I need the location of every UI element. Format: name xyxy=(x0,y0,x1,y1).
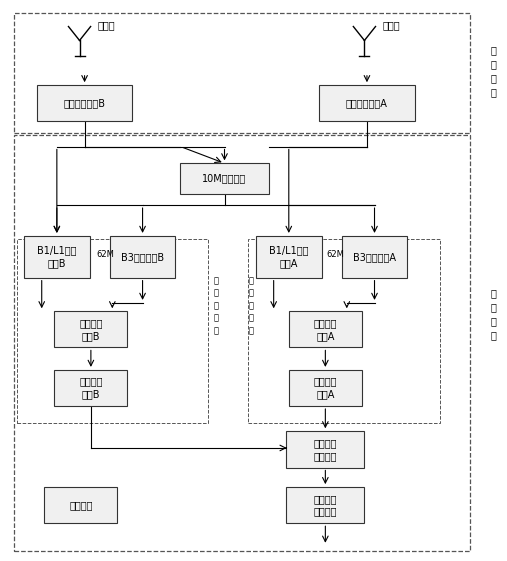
FancyBboxPatch shape xyxy=(37,85,132,121)
Text: 副
处
理
单
元: 副 处 理 单 元 xyxy=(213,276,218,335)
FancyBboxPatch shape xyxy=(286,431,365,467)
Text: 主
机
单
元: 主 机 单 元 xyxy=(490,288,496,340)
FancyBboxPatch shape xyxy=(342,236,407,278)
FancyBboxPatch shape xyxy=(286,487,365,523)
Text: 差分定向
解算模块: 差分定向 解算模块 xyxy=(314,494,337,517)
Text: 基带处理
模块B: 基带处理 模块B xyxy=(79,318,102,341)
Text: 低噪声放大器A: 低噪声放大器A xyxy=(346,98,388,108)
Text: 电源模块: 电源模块 xyxy=(69,500,93,510)
Text: B1/L1射频
模块B: B1/L1射频 模块B xyxy=(37,245,77,268)
FancyBboxPatch shape xyxy=(180,163,269,194)
FancyBboxPatch shape xyxy=(24,236,90,278)
Text: 主
处
理
单
元: 主 处 理 单 元 xyxy=(248,276,254,335)
FancyBboxPatch shape xyxy=(319,85,415,121)
FancyBboxPatch shape xyxy=(289,370,362,406)
Text: 低噪声放大器B: 低噪声放大器B xyxy=(63,98,105,108)
FancyBboxPatch shape xyxy=(54,370,127,406)
Text: 后天线: 后天线 xyxy=(97,20,115,30)
Text: 62M: 62M xyxy=(97,250,115,259)
Text: 定位解算
模块B: 定位解算 模块B xyxy=(79,376,102,399)
FancyBboxPatch shape xyxy=(54,311,127,347)
FancyBboxPatch shape xyxy=(44,487,117,523)
Text: 天
线
单
元: 天 线 单 元 xyxy=(490,45,496,97)
Text: B3射频模块A: B3射频模块A xyxy=(353,252,396,262)
Text: 10M时钟模块: 10M时钟模块 xyxy=(202,173,246,183)
Text: 定位解算
模块A: 定位解算 模块A xyxy=(314,376,337,399)
Text: B3射频模块B: B3射频模块B xyxy=(121,252,164,262)
FancyBboxPatch shape xyxy=(256,236,321,278)
Text: 62M: 62M xyxy=(327,250,345,259)
Text: 基带处理
模块A: 基带处理 模块A xyxy=(314,318,337,341)
FancyBboxPatch shape xyxy=(289,311,362,347)
Text: 差分数据
处理模块: 差分数据 处理模块 xyxy=(314,438,337,461)
Text: B1/L1射频
模块A: B1/L1射频 模块A xyxy=(269,245,309,268)
Text: 前天线: 前天线 xyxy=(382,20,400,30)
FancyBboxPatch shape xyxy=(110,236,175,278)
